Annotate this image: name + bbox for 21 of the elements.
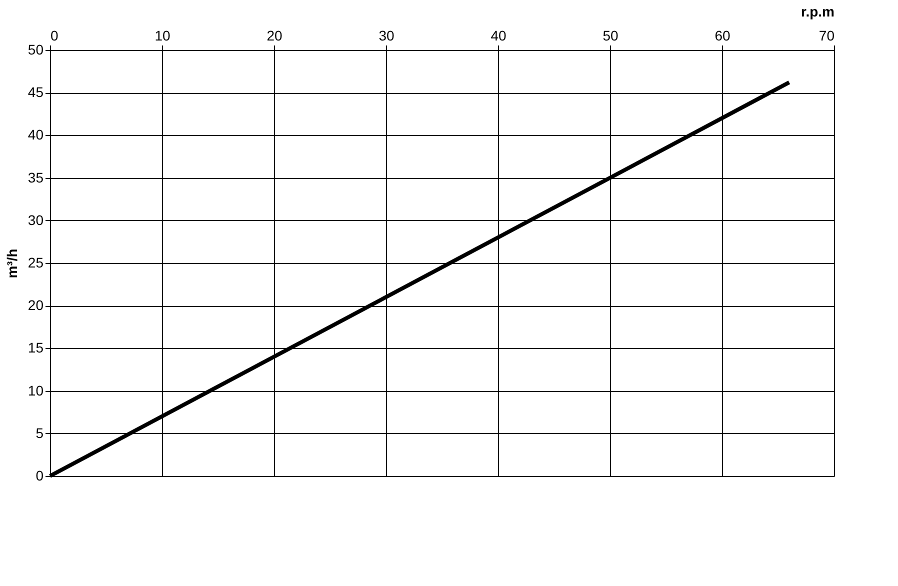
y-tick-label: 50	[28, 42, 44, 58]
y-tick-label: 10	[28, 382, 44, 398]
x-tick-label: 0	[50, 28, 58, 44]
y-tick-label: 35	[28, 169, 44, 186]
y-tick-label: 25	[28, 254, 44, 270]
y-tick-label: 15	[28, 340, 44, 356]
y-tick-label: 40	[28, 126, 44, 143]
x-tick-label: 60	[714, 28, 730, 44]
y-tick-label: 0	[36, 468, 44, 484]
x-tick-label: 40	[490, 28, 506, 44]
y-tick-label: 5	[36, 424, 44, 441]
x-tick-label: 30	[378, 28, 394, 44]
x-axis-title: r.p.m	[801, 4, 834, 20]
y-tick-label: 20	[28, 297, 44, 314]
x-tick-label: 70	[818, 28, 835, 44]
y-tick-label: 30	[28, 212, 44, 228]
x-tick-label: 20	[266, 28, 282, 44]
y-tick-label: 45	[28, 84, 44, 100]
y-axis-title: m³/h	[4, 248, 20, 278]
x-tick-label: 50	[602, 28, 618, 44]
x-tick-label: 10	[154, 28, 170, 44]
